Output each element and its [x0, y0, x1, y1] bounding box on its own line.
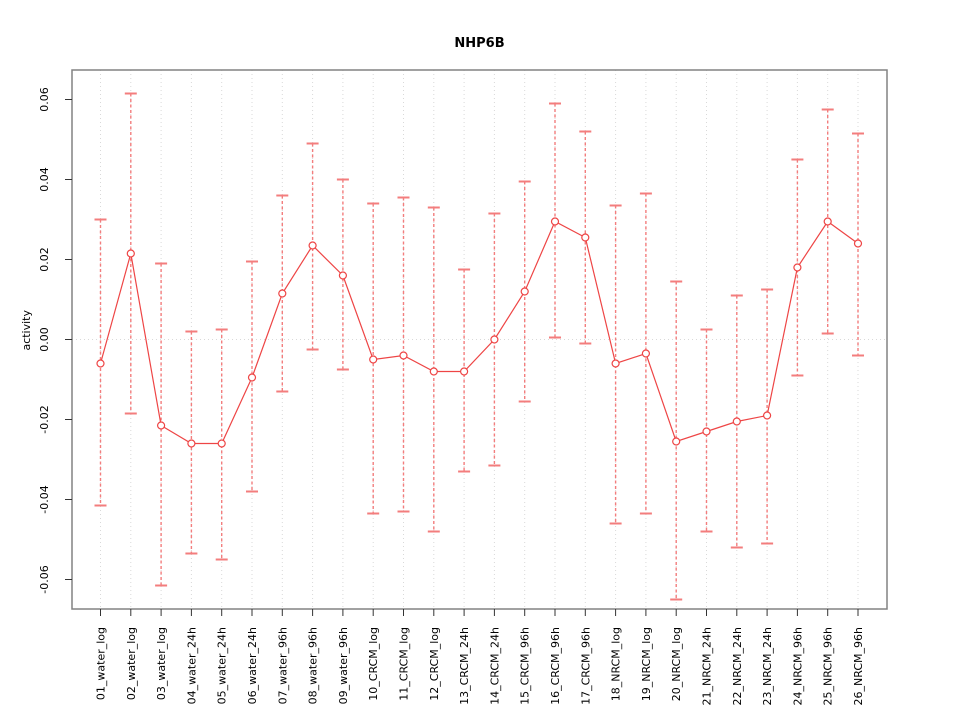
data-point	[338, 271, 347, 280]
x-tick-label: 23_NRCM_24h	[761, 627, 774, 705]
data-point	[187, 439, 196, 448]
data-point	[793, 263, 802, 272]
x-tick-label: 13_CRCM_24h	[458, 627, 471, 705]
x-tick-label: 15_CRCM_96h	[519, 627, 532, 705]
x-tick-label: 25_NRCM_96h	[822, 627, 835, 705]
x-tick-label: 09_water_96h	[337, 627, 350, 704]
x-tick-label: 11_CRCM_log	[398, 627, 411, 701]
x-tick-label: 12_CRCM_log	[428, 627, 441, 701]
x-tick-label: 01_water_log	[95, 627, 108, 700]
data-point	[217, 439, 226, 448]
x-tick-label: 07_water_96h	[276, 627, 289, 704]
series-line	[99, 220, 859, 445]
data-point	[520, 287, 529, 296]
data-point	[429, 367, 438, 376]
y-tick-label: 0.02	[38, 247, 51, 272]
y-tick-label: -0.04	[38, 485, 51, 513]
data-point	[550, 217, 560, 226]
x-tick-label: 04_water_24h	[185, 627, 198, 704]
data-point	[490, 335, 499, 344]
x-tick-label: 18_NRCM_log	[610, 627, 623, 701]
x-tick-label: 03_water_log	[155, 627, 168, 700]
x-tick-label: 08_water_96h	[307, 627, 320, 704]
y-tick-label: 0.06	[38, 87, 51, 112]
x-tick-label: 14_CRCM_24h	[488, 627, 501, 705]
data-point	[823, 217, 832, 226]
chart-title: NHP6B	[454, 36, 505, 51]
x-tick-label: 20_NRCM_log	[670, 627, 683, 701]
x-tick-label: 21_NRCM_24h	[701, 627, 714, 705]
data-point	[581, 233, 590, 242]
x-tick-label: 10_CRCM_log	[367, 627, 380, 701]
data-point	[732, 417, 741, 426]
data-point	[641, 349, 651, 358]
y-tick-label: 0.04	[38, 167, 51, 192]
data-point	[702, 427, 711, 436]
x-tick-label: 05_water_24h	[216, 627, 229, 704]
x-tick-label: 02_water_log	[125, 627, 138, 700]
data-point	[369, 355, 378, 364]
data-point	[762, 411, 772, 420]
data-point	[399, 351, 408, 360]
data-point	[611, 359, 620, 368]
y-axis-title: activity	[20, 310, 33, 351]
data-point	[96, 359, 105, 368]
x-tick-label: 26_NRCM_96h	[852, 627, 865, 705]
x-tick-label: 17_CRCM_96h	[579, 627, 592, 705]
x-tick-label: 19_NRCM_log	[640, 627, 653, 701]
x-tick-label: 24_NRCM_96h	[791, 627, 804, 705]
data-point	[672, 437, 681, 446]
y-tick-label: 0.00	[38, 327, 51, 352]
data-point	[278, 289, 287, 298]
y-tick-label: -0.06	[38, 565, 51, 593]
data-point	[853, 239, 863, 248]
x-tick-label: 22_NRCM_24h	[731, 627, 744, 705]
data-point	[460, 367, 469, 376]
data-point	[308, 241, 317, 250]
data-point	[126, 249, 135, 258]
x-tick-label: 06_water_24h	[246, 627, 259, 704]
y-tick-label: -0.02	[38, 405, 51, 433]
data-point	[157, 421, 166, 430]
data-point	[247, 373, 257, 382]
x-tick-label: 16_CRCM_96h	[549, 627, 562, 705]
